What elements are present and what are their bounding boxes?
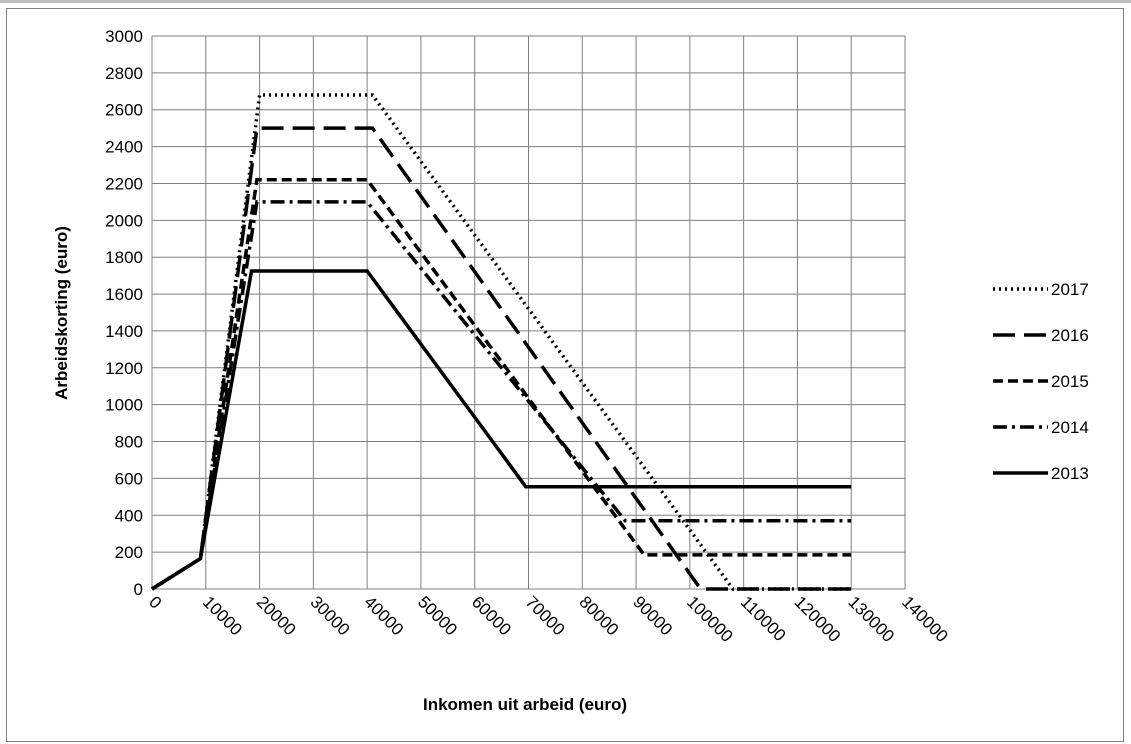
x-tick-label: 120000 xyxy=(791,592,845,646)
series-lines xyxy=(151,93,852,591)
y-tick-label: 2600 xyxy=(105,101,143,120)
legend-label-2016: 2016 xyxy=(1051,326,1089,345)
x-tick-label: 20000 xyxy=(253,592,300,639)
x-tick-label: 100000 xyxy=(683,592,737,646)
x-tick-label: 70000 xyxy=(522,592,569,639)
x-tick-label: 80000 xyxy=(575,592,622,639)
legend-label-2014: 2014 xyxy=(1051,418,1089,437)
y-tick-label: 200 xyxy=(115,543,143,562)
y-tick-label: 1000 xyxy=(105,396,143,415)
top-border xyxy=(0,0,1131,3)
y-tick-label: 1200 xyxy=(105,359,143,378)
legend: 2017 2016 2015 2014 2013 xyxy=(993,280,1089,483)
y-tick-label: 3000 xyxy=(105,27,143,46)
x-tick-label: 140000 xyxy=(898,592,952,646)
x-tick-label: 10000 xyxy=(199,592,246,639)
legend-label-2013: 2013 xyxy=(1051,464,1089,483)
legend-label-2017: 2017 xyxy=(1051,280,1089,299)
y-tick-label: 2000 xyxy=(105,211,143,230)
y-axis-title: Arbeidskorting (euro) xyxy=(52,226,71,400)
x-axis-title: Inkomen uit arbeid (euro) xyxy=(423,695,627,714)
y-tick-label: 2400 xyxy=(105,138,143,157)
y-tick-label: 1400 xyxy=(105,322,143,341)
x-tick-label: 90000 xyxy=(629,592,676,639)
x-tick-label: 0 xyxy=(145,592,165,612)
x-tick-label: 50000 xyxy=(414,592,461,639)
y-tick-label: 1800 xyxy=(105,248,143,267)
y-tick-label: 2800 xyxy=(105,64,143,83)
legend-label-2015: 2015 xyxy=(1051,372,1089,391)
y-tick-label: 400 xyxy=(115,506,143,525)
y-axis-ticks: 0 200 400 600 800 1000 1200 1400 1600 1800 2000 220… xyxy=(105,27,143,599)
y-tick-label: 800 xyxy=(115,433,143,452)
x-tick-label: 30000 xyxy=(307,592,354,639)
gridlines xyxy=(151,35,906,590)
series-line-2014 xyxy=(151,200,852,591)
x-tick-label: 110000 xyxy=(737,592,790,645)
y-tick-label: 2200 xyxy=(105,174,143,193)
series-line-2013 xyxy=(151,269,852,591)
y-tick-label: 600 xyxy=(115,469,143,488)
y-tick-label: 0 xyxy=(134,580,143,599)
chart-area-border xyxy=(6,8,1124,742)
x-tick-label: 130000 xyxy=(844,592,898,646)
y-tick-label: 1600 xyxy=(105,285,143,304)
x-tick-label: 60000 xyxy=(468,592,515,639)
x-tick-label: 40000 xyxy=(360,592,407,639)
series-line-2015 xyxy=(151,178,852,591)
x-axis-ticks: 0 10000 20000 30000 40000 50000 60000 70000 8000… xyxy=(145,592,952,646)
